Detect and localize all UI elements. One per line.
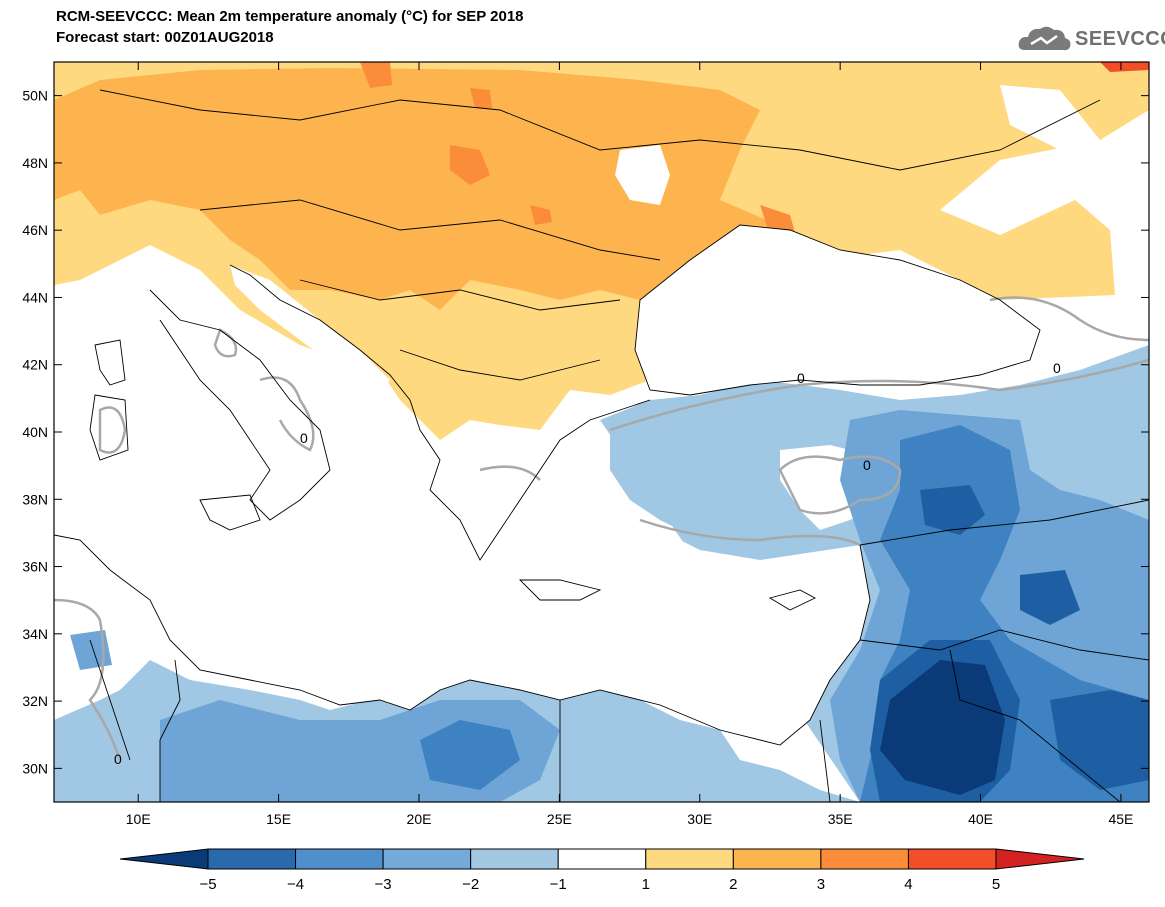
warm-region-plus3-a xyxy=(450,145,490,185)
colorbar-segment xyxy=(207,848,297,870)
lat-tick-label: 36N xyxy=(22,559,48,575)
adriatic-sea xyxy=(230,265,390,395)
colorbar-segment xyxy=(732,848,822,870)
colorbar-label: −5 xyxy=(199,876,216,893)
lat-tick-label: 38N xyxy=(22,491,48,507)
longitude-axis: 10E 15E 20E 25E 30E 35E 40E 45E xyxy=(126,62,1133,827)
lon-tick-label: 20E xyxy=(407,811,432,827)
colorbar-segment xyxy=(382,848,472,870)
logo-text: SEEVCCC xyxy=(1075,28,1165,50)
colorbar-label: 3 xyxy=(817,876,825,893)
contour-label: 0 xyxy=(863,457,871,473)
colorbar-segment xyxy=(470,848,559,870)
lat-tick-label: 48N xyxy=(22,155,48,171)
lon-tick-label: 10E xyxy=(126,811,151,827)
lat-tick-label: 44N xyxy=(22,289,48,305)
colorbar-high-arrow xyxy=(995,848,1085,870)
coastlines-and-borders xyxy=(54,89,1149,802)
contour-label: 0 xyxy=(1053,360,1061,376)
lon-tick-label: 45E xyxy=(1108,811,1133,827)
cool-region-minus5 xyxy=(880,660,1005,795)
contour-label: 0 xyxy=(797,370,805,386)
forecast-start-label: Forecast start: 00Z01AUG2018 xyxy=(56,29,274,46)
latitude-axis: 30N 32N 34N 36N 38N 40N 42N 44N 46N 48N 50N xyxy=(22,88,1149,776)
zero-contours xyxy=(54,296,1149,761)
colorbar-segment xyxy=(907,848,997,870)
lat-tick-label: 30N xyxy=(22,760,48,776)
contour-label: 0 xyxy=(300,430,308,446)
neutral-hole-north xyxy=(1000,85,1100,150)
lat-tick-label: 46N xyxy=(22,222,48,238)
lon-tick-label: 40E xyxy=(968,811,993,827)
warm-region-plus4 xyxy=(1100,62,1149,72)
colorbar-label: 1 xyxy=(642,876,650,893)
cloud-icon xyxy=(1018,26,1071,51)
lat-tick-label: 40N xyxy=(22,424,48,440)
cool-region-minus4-b xyxy=(1020,570,1080,625)
lon-tick-label: 30E xyxy=(687,811,712,827)
lon-tick-label: 25E xyxy=(547,811,572,827)
colorbar-segment xyxy=(820,848,909,870)
seevccc-logo: SEEVCCC xyxy=(1017,22,1165,56)
anomaly-field: 0 0 0 0 0 xyxy=(54,62,1149,802)
cool-region-minus3-libya xyxy=(420,720,520,790)
mediterranean-sea xyxy=(54,290,870,745)
warm-region-plus3-b xyxy=(530,205,552,225)
colorbar-segment xyxy=(557,848,647,870)
warm-region-plus3-d xyxy=(360,62,392,88)
cool-region-minus1-anatolia xyxy=(610,425,830,545)
lon-tick-label: 15E xyxy=(266,811,291,827)
colorbar-label: −1 xyxy=(550,876,567,893)
colorbar-label: 4 xyxy=(904,876,912,893)
colorbar-low-arrow xyxy=(119,848,209,870)
lat-tick-label: 32N xyxy=(22,693,48,709)
colorbar-segment xyxy=(645,848,734,870)
black-sea xyxy=(635,225,1040,395)
contour-label: 0 xyxy=(114,751,122,767)
lat-tick-label: 50N xyxy=(22,88,48,104)
lat-tick-label: 34N xyxy=(22,626,48,642)
warm-region-plus3-e xyxy=(470,88,492,108)
colorbar-label: −4 xyxy=(287,876,304,893)
colorbar: −5 −4 −3 −2 −1 1 2 3 4 5 xyxy=(119,848,1085,893)
lon-tick-label: 35E xyxy=(828,811,853,827)
warm-region-plus2-italy xyxy=(240,210,330,270)
colorbar-label: −3 xyxy=(375,876,392,893)
colorbar-segment xyxy=(295,848,384,870)
neutral-hole-ukraine xyxy=(615,145,670,205)
colorbar-label: 5 xyxy=(992,876,1000,893)
lat-tick-label: 42N xyxy=(22,357,48,373)
colorbar-label: 2 xyxy=(729,876,737,893)
zero-contour-labels: 0 0 0 0 0 xyxy=(114,360,1061,767)
cool-region-minus4-a xyxy=(920,485,985,535)
map-title: RCM-SEEVCCC: Mean 2m temperature anomaly… xyxy=(56,8,524,25)
colorbar-label: −2 xyxy=(462,876,479,893)
